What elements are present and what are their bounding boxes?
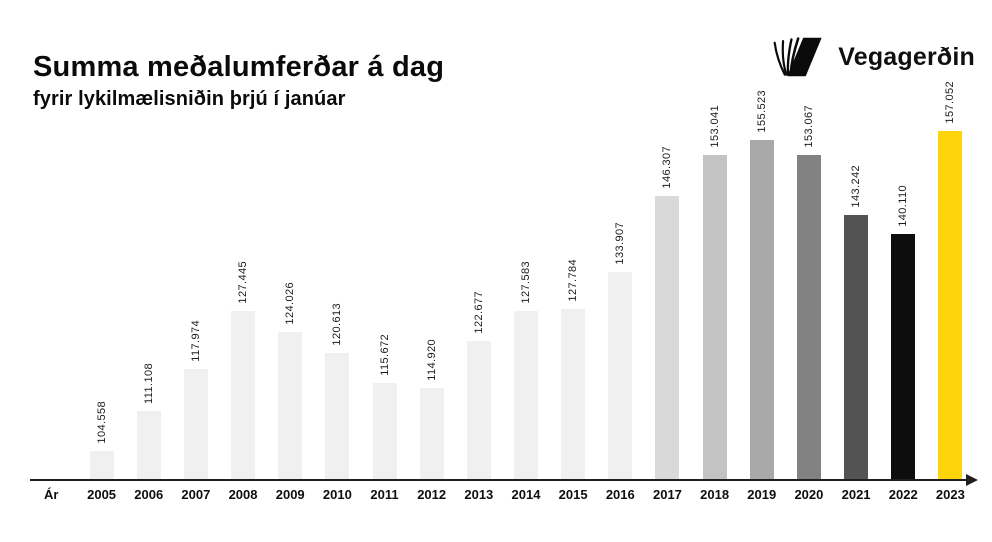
bar-column-2023: 157.052 [927,75,974,480]
bar-value-label: 120.613 [331,303,344,346]
x-axis-title: Ár [44,487,59,502]
bar-column-2020: 153.067 [785,75,832,480]
x-tick-2017: 2017 [652,487,682,502]
bar-2011 [372,383,397,480]
bar-value-label: 127.445 [237,261,250,304]
x-tick-2005: 2005 [87,487,117,502]
bar-column-2005: 104.558 [78,75,125,480]
year-labels: 2005 2006 2007 2008 2009 2010 2011 2012 2013 2014… [78,487,974,502]
title-block: Summa meðalumferðar á dag fyrir lykilmæl… [33,51,445,111]
bar-column-2021: 143.242 [833,75,880,480]
bar-column-2007: 117.974 [172,75,219,480]
bar-column-2019: 155.523 [738,75,785,480]
bar-column-2010: 120.613 [314,75,361,480]
bar-2009 [278,332,303,480]
bar-2012 [419,388,444,480]
bar-value-label: 140.110 [897,185,910,227]
bar-column-2018: 153.041 [691,75,738,480]
bar-value-label: 146.307 [661,146,674,189]
bar-2010 [325,353,350,480]
bar-value-label: 127.784 [567,259,580,302]
bar-value-label: 115.672 [378,334,391,376]
bar-2023 [938,131,963,480]
bar-column-2014: 127.583 [502,75,549,480]
bar-2014 [513,311,538,480]
bar-column-2015: 127.784 [550,75,597,480]
bar-2018 [702,155,727,480]
x-tick-2007: 2007 [181,487,211,502]
bar-2017 [655,196,680,480]
x-tick-2011: 2011 [370,487,399,502]
chart-title: Summa meðalumferðar á dag [33,51,445,83]
bar-value-label: 124.026 [284,282,297,325]
bar-column-2016: 133.907 [597,75,644,480]
bar-2013 [466,341,491,480]
bar-value-label: 133.907 [614,222,627,265]
bar-column-2013: 122.677 [455,75,502,480]
bar-2022 [891,234,916,480]
x-tick-2014: 2014 [511,487,541,502]
bar-value-label: 117.974 [189,320,202,362]
bar-value-label: 104.558 [95,401,108,444]
bar-column-2009: 124.026 [267,75,314,480]
x-axis-line [30,479,968,481]
bar-2005 [89,451,114,480]
x-tick-2009: 2009 [275,487,305,502]
bar-column-2006: 111.108 [125,75,172,480]
x-tick-2010: 2010 [322,487,352,502]
bar-value-label: 111.108 [142,363,155,404]
x-tick-2008: 2008 [228,487,258,502]
x-axis-arrow-icon [966,474,978,486]
x-tick-2022: 2022 [888,487,918,502]
x-tick-2020: 2020 [794,487,824,502]
logo-text: Vegagerðin [838,42,975,71]
x-tick-2023: 2023 [935,487,965,502]
bar-column-2017: 146.307 [644,75,691,480]
x-tick-2013: 2013 [464,487,494,502]
bar-column-2008: 127.445 [219,75,266,480]
bar-value-label: 143.242 [850,165,863,208]
chart-subtitle: fyrir lykilmælisniðin þrjú í janúar [33,87,346,110]
x-tick-2021: 2021 [841,487,871,502]
bar-columns: 104.558 111.108 117.974 127.445 124.026 120.6… [78,75,974,480]
bar-value-label: 114.920 [425,339,438,381]
vegagerdin-road-stripes-icon [773,37,822,77]
bar-value-label: 153.041 [708,105,721,148]
bar-2015 [561,309,586,480]
bar-2021 [844,215,869,480]
bar-2016 [608,272,633,480]
vegagerdin-logo: Vegagerðin [773,36,975,78]
bar-value-label: 157.052 [944,81,957,124]
bar-column-2011: 115.672 [361,75,408,480]
x-tick-2018: 2018 [700,487,730,502]
bar-2019 [749,140,774,480]
bar-value-label: 155.523 [755,90,768,133]
bar-2008 [231,311,256,480]
bar-2006 [136,411,161,480]
bar-column-2012: 114.920 [408,75,455,480]
x-tick-2012: 2012 [417,487,447,502]
bar-value-label: 122.677 [472,291,485,334]
x-tick-2006: 2006 [134,487,164,502]
bar-2007 [183,369,208,480]
x-tick-2019: 2019 [747,487,777,502]
bar-value-label: 127.583 [519,261,532,304]
bar-value-label: 153.067 [802,105,815,148]
x-tick-2015: 2015 [558,487,588,502]
bar-column-2022: 140.110 [880,75,927,480]
bar-2020 [796,155,821,480]
x-tick-2016: 2016 [605,487,635,502]
